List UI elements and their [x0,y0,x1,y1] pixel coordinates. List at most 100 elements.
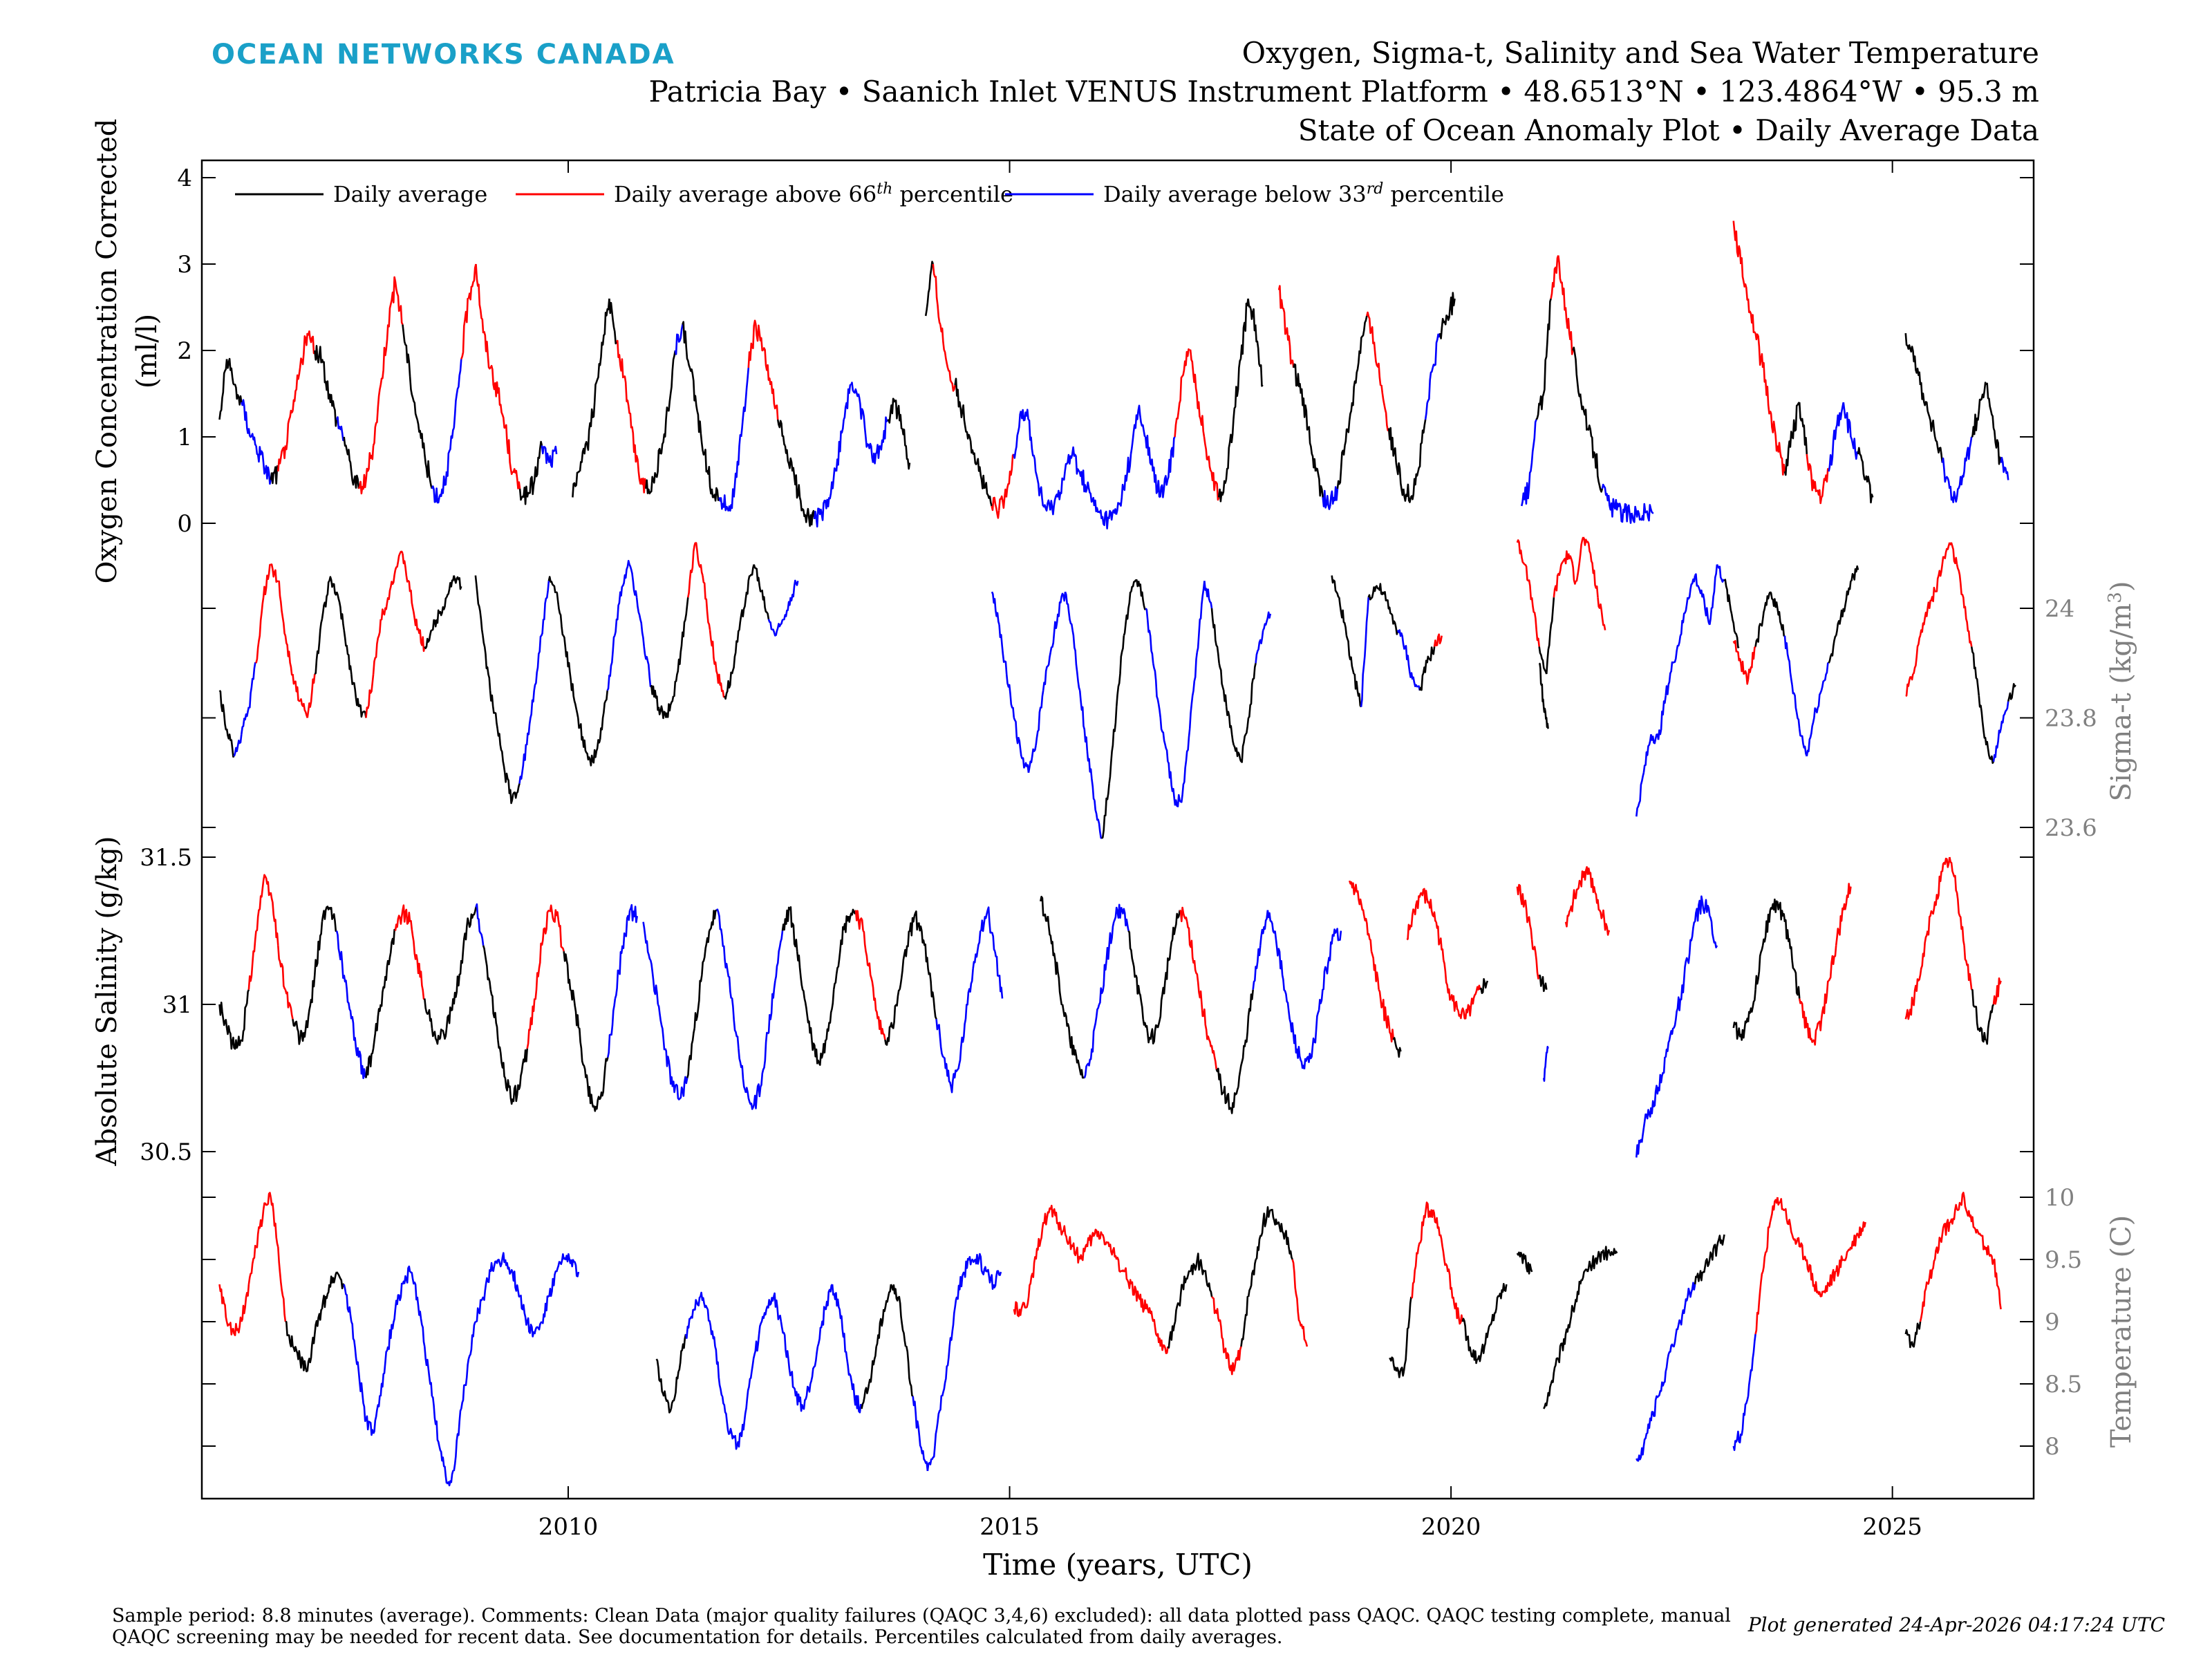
trace-segment [1115,635,1125,707]
trace-segment [1589,553,1599,598]
trace-segment [637,471,647,494]
trace-segment [1351,350,1360,406]
trace-segment [1978,1027,1987,1043]
trace-segment [504,1259,514,1275]
trace-segment [738,1048,747,1094]
trace-segment [1387,427,1397,463]
trace-segment [1642,1417,1652,1447]
trace-segment [1601,909,1611,936]
trace-segment [1575,536,1584,582]
trace-segment [1020,756,1030,773]
trace-segment [563,1253,572,1264]
trace-segment [1978,1232,1987,1250]
trace-segment [1635,1445,1645,1462]
trace-segment [1483,1321,1493,1347]
trace-segment [1564,1304,1574,1335]
trace-segment [1331,575,1340,599]
trace-segment [541,1295,550,1324]
y-tick-label: 24 [2045,595,2074,623]
trace-segment [1027,1256,1037,1297]
legend-label: Daily average below 33rd percentile [1103,180,1504,207]
trace-segment [813,507,823,528]
trace-segment [1421,888,1430,904]
trace-segment [939,324,949,368]
trace-segment [1396,1367,1405,1378]
trace-segment [1694,573,1703,598]
trace-segment [541,581,550,637]
trace-segment [868,1346,877,1385]
trace-segment [460,917,470,964]
trace-segment [1226,1352,1235,1376]
trace-segment [913,910,923,932]
trace-segment [1232,744,1242,762]
trace-segment [453,1408,462,1472]
trace-segment [1013,411,1022,459]
trace-segment [831,1284,841,1310]
trace-segment [1244,989,1254,1043]
trace-segment [650,684,660,711]
trace-segment [1108,1244,1118,1260]
trace-segment [1732,221,1742,265]
trace-segment [1546,597,1555,675]
trace-segment [1694,895,1703,922]
trace-segment [394,281,404,326]
trace-segment [1535,393,1545,420]
trace-segment [1353,673,1362,708]
trace-segment [1956,471,1965,498]
trace-segment [1225,706,1235,746]
trace-segment [1963,945,1973,990]
trace-segment [1971,411,1980,438]
trace-segment [1820,980,1830,1020]
trace-segment [1193,959,1203,1005]
trace-segment [563,951,572,991]
trace-segment [1373,341,1382,386]
trace-segment [233,734,243,757]
trace-segment [1086,481,1096,507]
trace-segment [284,409,294,451]
trace-segment [1835,402,1845,429]
trace-segment [1550,255,1559,299]
trace-segment [592,739,601,764]
trace-segment [1594,892,1604,919]
trace-segment [740,367,750,438]
y-tick-label: 31 [162,991,192,1019]
trace-segment [688,367,698,411]
trace-segment [1956,564,1965,609]
trace-segment [497,387,506,429]
trace-segment [1835,907,1844,946]
trace-segment [1203,436,1212,472]
trace-segment [343,1284,353,1322]
trace-segment [335,416,345,442]
trace-segment [518,1048,528,1087]
trace-segment [1166,436,1176,480]
trace-segment [1413,892,1423,916]
trace-segment [1933,870,1943,906]
trace-segment [1210,608,1220,664]
trace-segment [642,921,652,961]
trace-segment [738,592,748,630]
trace-segment [321,906,330,922]
trace-segment [1638,503,1647,521]
trace-segment [1336,445,1346,489]
trace-segment [541,445,550,465]
trace-segment [424,998,433,1029]
trace-segment [1120,907,1130,931]
trace-segment [460,1358,470,1409]
trace-segment [328,906,337,932]
trace-segment [1410,1246,1420,1299]
trace-segment [424,1346,433,1397]
trace-segment [1164,939,1174,982]
trace-segment [1240,718,1250,763]
trace-segment [825,1284,834,1311]
trace-segment [1203,1270,1213,1297]
trace-segment [225,1025,235,1050]
trace-segment [1181,729,1191,795]
trace-segment [682,321,691,368]
trace-segment [716,673,726,698]
trace-segment [1850,436,1859,460]
trace-segment [657,1004,666,1051]
trace-segment [1769,1197,1779,1223]
trace-segment [872,444,881,465]
trace-segment [1716,564,1725,583]
trace-segment [991,591,1000,626]
